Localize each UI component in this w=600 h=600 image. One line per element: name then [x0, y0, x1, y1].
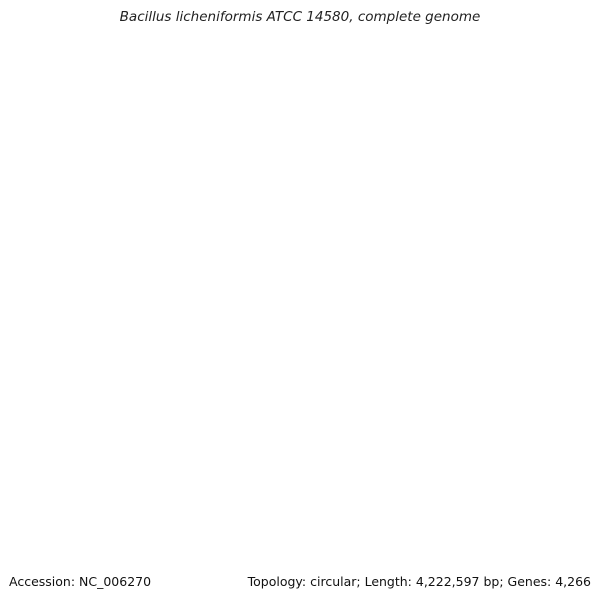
accession-text: Accession: NC_006270	[9, 574, 152, 589]
genome-summary-text: Topology: circular; Length: 4,222,597 bp…	[247, 574, 591, 589]
map-title: Bacillus licheniformis ATCC 14580, compl…	[119, 9, 481, 25]
